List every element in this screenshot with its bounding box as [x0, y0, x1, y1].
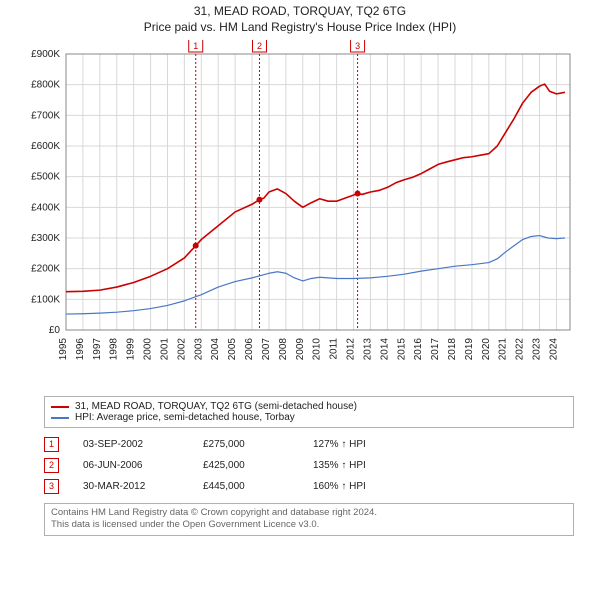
- event-badge: 3: [44, 479, 59, 494]
- svg-text:£600K: £600K: [31, 141, 60, 152]
- svg-text:2006: 2006: [244, 338, 255, 361]
- svg-text:1997: 1997: [92, 338, 103, 361]
- event-price: £445,000: [203, 481, 313, 492]
- svg-text:2001: 2001: [159, 338, 170, 361]
- footer-line-1: Contains HM Land Registry data © Crown c…: [51, 507, 567, 519]
- svg-text:2021: 2021: [498, 338, 509, 361]
- svg-text:£900K: £900K: [31, 49, 60, 60]
- footer-attribution: Contains HM Land Registry data © Crown c…: [44, 503, 574, 536]
- svg-text:3: 3: [355, 41, 360, 51]
- svg-text:2002: 2002: [176, 338, 187, 361]
- chart-subtitle: Price paid vs. HM Land Registry's House …: [0, 20, 600, 34]
- svg-text:2005: 2005: [227, 338, 238, 361]
- legend: 31, MEAD ROAD, TORQUAY, TQ2 6TG (semi-de…: [44, 396, 574, 428]
- svg-text:2015: 2015: [396, 338, 407, 361]
- svg-text:2009: 2009: [295, 338, 306, 361]
- svg-text:£800K: £800K: [31, 80, 60, 91]
- legend-swatch: [51, 406, 69, 408]
- svg-text:2023: 2023: [532, 338, 543, 361]
- event-date: 06-JUN-2006: [83, 460, 203, 471]
- event-badge: 2: [44, 458, 59, 473]
- svg-text:2004: 2004: [210, 338, 221, 361]
- event-row: 2 06-JUN-2006£425,000135% ↑ HPI: [44, 455, 574, 476]
- svg-text:2003: 2003: [193, 338, 204, 361]
- svg-text:£500K: £500K: [31, 172, 60, 183]
- svg-text:2017: 2017: [430, 338, 441, 361]
- svg-text:2007: 2007: [261, 338, 272, 361]
- svg-text:1999: 1999: [126, 338, 137, 361]
- svg-text:£100K: £100K: [31, 294, 60, 305]
- svg-text:2000: 2000: [143, 338, 154, 361]
- event-pct: 160% ↑ HPI: [313, 481, 423, 492]
- event-row: 1 03-SEP-2002£275,000127% ↑ HPI: [44, 434, 574, 455]
- legend-item: HPI: Average price, semi-detached house,…: [51, 412, 567, 423]
- svg-text:2024: 2024: [548, 338, 559, 361]
- event-price: £425,000: [203, 460, 313, 471]
- svg-text:2013: 2013: [362, 338, 373, 361]
- event-row: 3 30-MAR-2012£445,000160% ↑ HPI: [44, 476, 574, 497]
- chart-area: £0 £100K £200K £300K £400K £500K £600K £700K £80…: [20, 40, 580, 390]
- svg-text:1: 1: [193, 41, 198, 51]
- svg-text:£0: £0: [49, 325, 61, 336]
- event-price: £275,000: [203, 439, 313, 450]
- legend-label: 31, MEAD ROAD, TORQUAY, TQ2 6TG (semi-de…: [75, 401, 357, 412]
- svg-text:2012: 2012: [346, 338, 357, 361]
- svg-text:2016: 2016: [413, 338, 424, 361]
- legend-swatch: [51, 417, 69, 419]
- svg-text:2008: 2008: [278, 338, 289, 361]
- svg-text:2022: 2022: [515, 338, 526, 361]
- event-pct: 127% ↑ HPI: [313, 439, 423, 450]
- svg-text:2019: 2019: [464, 338, 475, 361]
- svg-text:2011: 2011: [329, 338, 340, 360]
- svg-text:1996: 1996: [75, 338, 86, 361]
- svg-text:2018: 2018: [447, 338, 458, 361]
- footer-line-2: This data is licensed under the Open Gov…: [51, 519, 567, 531]
- event-badge: 1: [44, 437, 59, 452]
- event-date: 03-SEP-2002: [83, 439, 203, 450]
- svg-text:2010: 2010: [312, 338, 323, 361]
- event-date: 30-MAR-2012: [83, 481, 203, 492]
- line-chart: £0 £100K £200K £300K £400K £500K £600K £700K £80…: [20, 40, 580, 390]
- svg-text:£300K: £300K: [31, 233, 60, 244]
- svg-text:£400K: £400K: [31, 202, 60, 213]
- events-table: 1 03-SEP-2002£275,000127% ↑ HPI 2 06-JUN-20…: [44, 434, 574, 497]
- svg-text:2014: 2014: [379, 338, 390, 361]
- svg-text:2: 2: [257, 41, 262, 51]
- svg-text:1995: 1995: [58, 338, 69, 361]
- svg-text:£700K: £700K: [31, 110, 60, 121]
- event-pct: 135% ↑ HPI: [313, 460, 423, 471]
- svg-text:£200K: £200K: [31, 264, 60, 275]
- svg-text:2020: 2020: [481, 338, 492, 361]
- svg-text:1998: 1998: [109, 338, 120, 361]
- legend-label: HPI: Average price, semi-detached house,…: [75, 412, 295, 423]
- legend-item: 31, MEAD ROAD, TORQUAY, TQ2 6TG (semi-de…: [51, 401, 567, 412]
- chart-title: 31, MEAD ROAD, TORQUAY, TQ2 6TG: [0, 4, 600, 18]
